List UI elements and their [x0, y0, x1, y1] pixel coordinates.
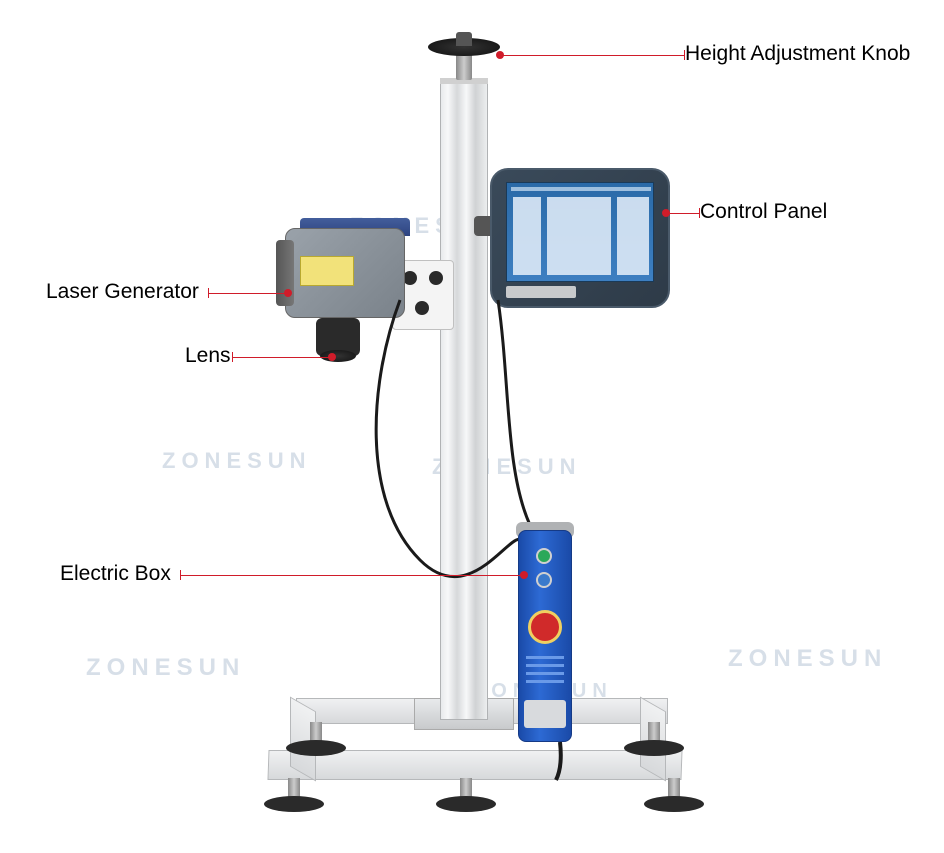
- control-panel-screen: [506, 182, 654, 282]
- label-lens: Lens: [185, 344, 231, 368]
- leader-line: [232, 357, 330, 358]
- leader-line: [666, 213, 699, 214]
- leader-tick: [208, 288, 209, 298]
- watermark: ZONESUN: [162, 448, 312, 474]
- label-control-panel: Control Panel: [700, 200, 827, 224]
- leader-line: [500, 55, 684, 56]
- foot-pad: [286, 740, 346, 756]
- ebox-vent: [526, 680, 564, 683]
- ebox-button-blue: [536, 572, 552, 588]
- ebox-vent: [526, 664, 564, 667]
- leader-tick: [180, 570, 181, 580]
- ebox-vent: [526, 656, 564, 659]
- laser-warning-sticker: [300, 256, 354, 286]
- knob-hub: [456, 32, 472, 46]
- label-height-knob: Height Adjustment Knob: [685, 42, 910, 66]
- leader-line: [180, 575, 522, 576]
- knob-stem: [456, 52, 472, 80]
- watermark: ZONESUN: [728, 645, 887, 673]
- label-laser-generator: Laser Generator: [46, 280, 199, 304]
- foot-pad: [644, 796, 704, 812]
- ebox-button-green: [536, 548, 552, 564]
- ebox-estop: [528, 610, 562, 644]
- ebox-vent: [526, 672, 564, 675]
- lens-aperture: [320, 350, 356, 362]
- ebox-nameplate: [524, 700, 566, 728]
- foot-pad: [624, 740, 684, 756]
- leader-tick: [232, 352, 233, 362]
- panel-brand-strip: [506, 286, 576, 298]
- label-electric-box: Electric Box: [60, 562, 171, 586]
- foot-pad: [264, 796, 324, 812]
- vertical-column: [440, 80, 488, 720]
- foot-pad: [436, 796, 496, 812]
- leader-line: [208, 293, 286, 294]
- watermark: ZONESUN: [86, 654, 245, 682]
